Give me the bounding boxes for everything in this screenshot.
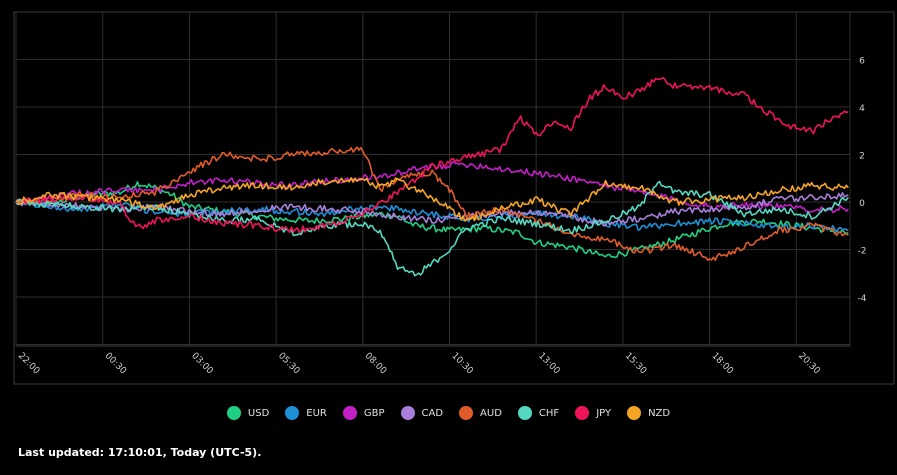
legend-item-jpy[interactable]: JPY xyxy=(575,406,611,420)
x-tick-label: 20:30 xyxy=(796,351,822,377)
x-tick-label: 08:00 xyxy=(363,351,389,377)
plot-frame xyxy=(13,11,895,385)
y-tick-label: 6 xyxy=(859,57,865,67)
x-tick-label: 13:00 xyxy=(536,351,562,377)
legend-item-aud[interactable]: AUD xyxy=(459,406,502,420)
legend-label: USD xyxy=(247,407,270,419)
x-axis-ticks: 22:00 00:30 03:00 05:30 08:00 10:30 13:00 15:30… xyxy=(16,351,822,377)
series-line-chf xyxy=(15,180,849,277)
series-line-jpy xyxy=(15,76,849,234)
legend-item-eur[interactable]: EUR xyxy=(285,406,327,420)
legend-item-chf[interactable]: CHF xyxy=(517,406,560,420)
legend-swatch-jpy xyxy=(575,406,590,420)
legend-label: NZD xyxy=(648,407,671,419)
y-tick-label: 2 xyxy=(859,152,865,162)
x-tick-label: 22:00 xyxy=(16,351,42,377)
last-updated-text: Last updated: 17:10:01, Today (UTC-5). xyxy=(18,446,262,459)
legend-item-cad[interactable]: CAD xyxy=(400,406,444,420)
chart-svg: 6 4 2 0 -2 -4 22:00 00:30 03:00 05:30 08:00 10:30 1… xyxy=(13,11,895,385)
legend-swatch-cad xyxy=(400,406,415,420)
y-tick-label: -4 xyxy=(858,294,867,304)
legend-label: EUR xyxy=(306,407,327,419)
legend-label: GBP xyxy=(363,407,385,419)
x-tick-label: 03:00 xyxy=(189,351,215,377)
y-axis-ticks: 6 4 2 0 -2 -4 xyxy=(858,57,867,305)
grid xyxy=(15,12,851,347)
legend-swatch-aud xyxy=(459,406,474,420)
legend-swatch-chf xyxy=(517,406,532,420)
legend-item-gbp[interactable]: GBP xyxy=(342,406,385,420)
legend-label: JPY xyxy=(596,407,612,419)
series-line-aud xyxy=(15,146,849,261)
legend-label: AUD xyxy=(480,407,502,419)
legend-label: CAD xyxy=(421,407,444,419)
x-tick-label: 05:30 xyxy=(276,351,302,377)
x-tick-label: 10:30 xyxy=(449,351,475,377)
legend-swatch-eur xyxy=(285,406,300,420)
fx-strength-chart: 6 4 2 0 -2 -4 22:00 00:30 03:00 05:30 08:00 10:30 1… xyxy=(13,11,895,385)
legend-swatch-usd xyxy=(226,406,241,420)
series-lines xyxy=(15,76,849,277)
x-tick-label: 18:00 xyxy=(709,351,735,377)
x-tick-label: 00:30 xyxy=(103,351,129,377)
legend-item-usd[interactable]: USD xyxy=(226,406,270,420)
y-tick-label: -2 xyxy=(858,247,867,257)
series-line-nzd xyxy=(15,177,849,222)
y-tick-label: 0 xyxy=(859,199,865,209)
legend: USD EUR GBP CAD AUD CHF JPY NZD xyxy=(0,402,897,424)
series-line-usd xyxy=(15,181,849,259)
legend-swatch-gbp xyxy=(342,406,357,420)
legend-swatch-nzd xyxy=(627,406,642,420)
x-tick-label: 15:30 xyxy=(623,351,649,377)
series-line-eur xyxy=(15,198,849,233)
legend-item-nzd[interactable]: NZD xyxy=(627,406,670,420)
legend-label: CHF xyxy=(538,407,560,419)
y-tick-label: 4 xyxy=(859,104,865,114)
